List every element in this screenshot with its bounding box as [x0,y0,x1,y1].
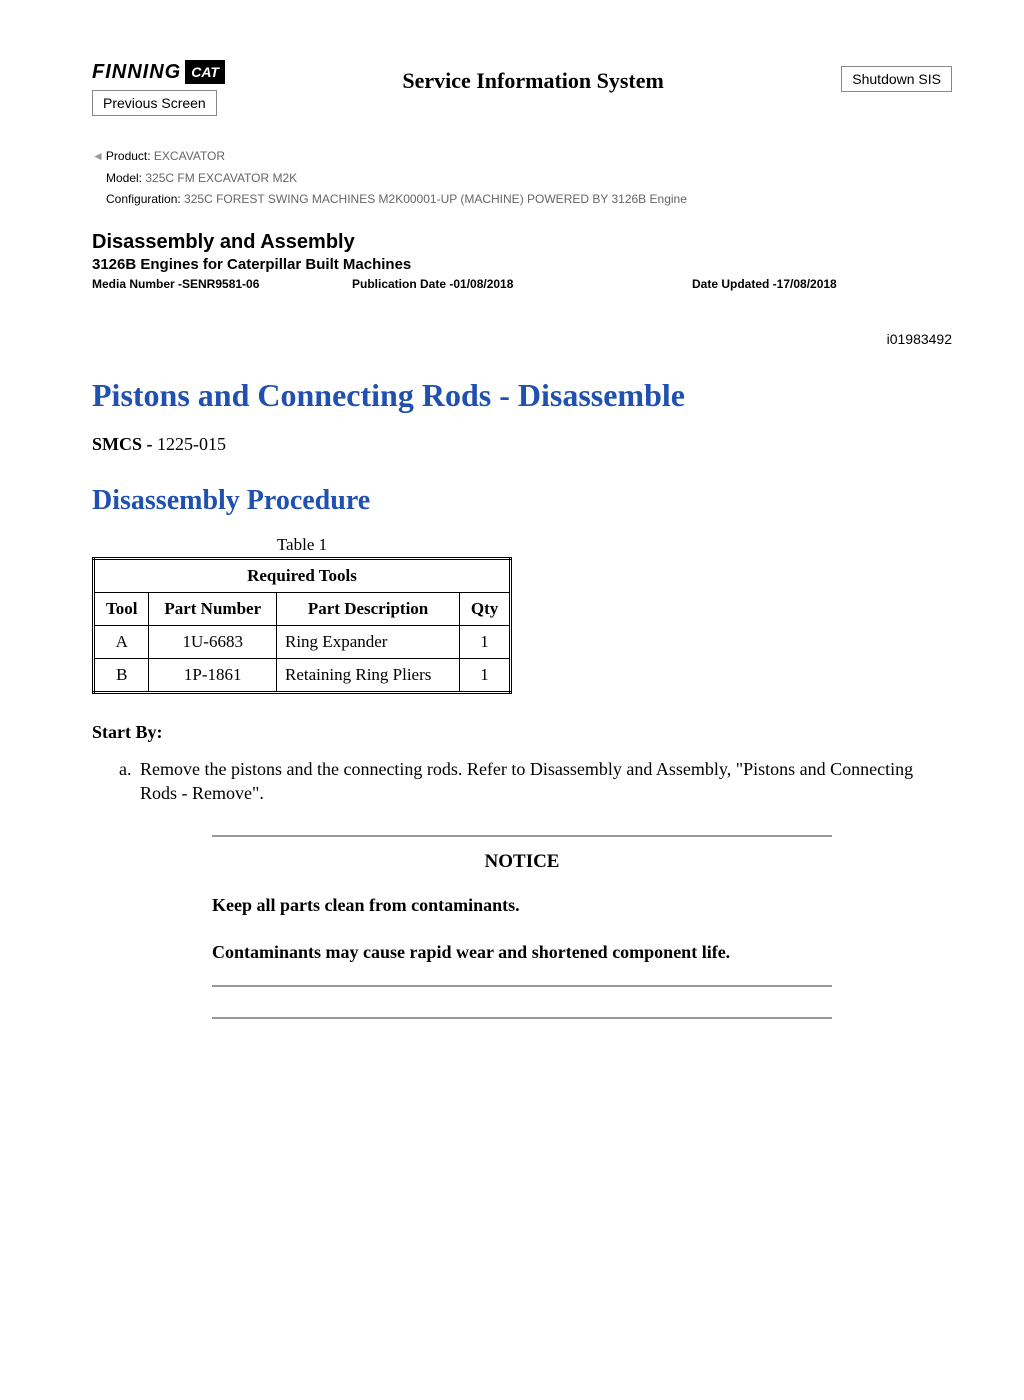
doc-heading-1: Disassembly and Assembly [92,231,952,254]
previous-screen-button[interactable]: Previous Screen [92,90,217,116]
start-by-list: Remove the pistons and the connecting ro… [92,757,952,806]
back-arrow-icon[interactable]: ◄ [92,149,104,163]
meta-model-label: Model: [106,171,142,185]
smcs-label: SMCS - [92,434,157,454]
table-title-row: Required Tools [94,558,511,592]
meta-config: Configuration: 325C FOREST SWING MACHINE… [92,189,952,211]
meta-model: Model: 325C FM EXCAVATOR M2K [92,168,952,190]
meta-config-label: Configuration: [106,192,181,206]
shutdown-sis-button[interactable]: Shutdown SIS [841,66,952,92]
meta-model-value: 325C FM EXCAVATOR M2K [142,171,297,185]
cell-tool: B [94,658,149,692]
table-header-row: Tool Part Number Part Description Qty [94,592,511,625]
table-title: Required Tools [94,558,511,592]
page-container: FINNING CAT Previous Screen Service Info… [32,0,992,1059]
smcs-value: 1225-015 [157,434,226,454]
col-part-number: Part Number [149,592,277,625]
meta-config-value: 325C FOREST SWING MACHINES M2K00001-UP (… [181,192,687,206]
table-row: B 1P-1861 Retaining Ring Pliers 1 [94,658,511,692]
trailing-hr [212,1017,832,1019]
notice-line-1: Keep all parts clean from contaminants. [212,891,832,920]
sis-title: Service Information System [245,68,821,94]
date-updated: Date Updated -17/08/2018 [652,277,952,291]
doc-id: i01983492 [92,331,952,347]
section-title: Disassembly Procedure [92,485,952,517]
col-tool: Tool [94,592,149,625]
col-part-description: Part Description [277,592,460,625]
page-title: Pistons and Connecting Rods - Disassembl… [92,377,952,414]
meta-product-label: Product: [106,149,151,163]
cell-qty: 1 [460,625,511,658]
notice-line-2: Contaminants may cause rapid wear and sh… [212,938,832,967]
cell-part-description: Ring Expander [277,625,460,658]
cell-tool: A [94,625,149,658]
notice-block: NOTICE Keep all parts clean from contami… [212,835,832,987]
logo-badge: CAT [185,60,225,84]
cell-part-number: 1P-1861 [149,658,277,692]
notice-hr-bottom [212,985,832,987]
media-number: Media Number -SENR9581-06 [92,277,352,291]
table-row: A 1U-6683 Ring Expander 1 [94,625,511,658]
notice-title: NOTICE [212,851,832,873]
logo-block: FINNING CAT Previous Screen [92,60,225,116]
pub-row: Media Number -SENR9581-06 Publication Da… [92,277,952,291]
publication-date: Publication Date -01/08/2018 [352,277,652,291]
cell-qty: 1 [460,658,511,692]
col-qty: Qty [460,592,511,625]
cell-part-number: 1U-6683 [149,625,277,658]
start-by-item: Remove the pistons and the connecting ro… [136,757,952,806]
smcs: SMCS - 1225-015 [92,434,952,455]
cell-part-description: Retaining Ring Pliers [277,658,460,692]
start-by-label: Start By: [92,722,952,743]
table-caption: Table 1 [92,535,512,555]
required-tools-table: Required Tools Tool Part Number Part Des… [92,557,512,694]
notice-hr-top [212,835,832,837]
logo-text: FINNING [92,61,181,84]
meta-product-value: EXCAVATOR [151,149,225,163]
header-row: FINNING CAT Previous Screen Service Info… [92,60,952,116]
doc-heading-2: 3126B Engines for Caterpillar Built Mach… [92,256,952,273]
meta-product: ◄Product: EXCAVATOR [92,146,952,168]
logo: FINNING CAT [92,60,225,84]
meta-block: ◄Product: EXCAVATOR Model: 325C FM EXCAV… [92,146,952,211]
